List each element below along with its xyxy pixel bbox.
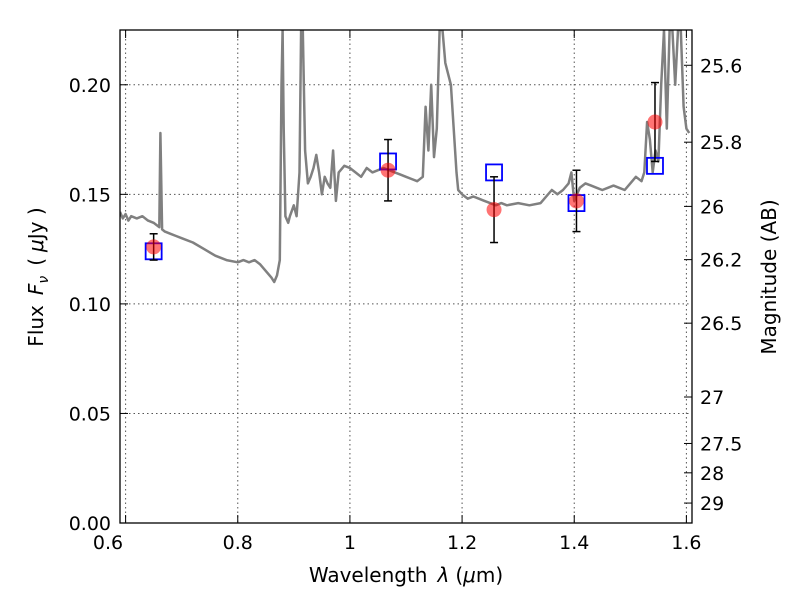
observed-flux-point xyxy=(568,193,584,209)
right-axis-label: Magnitude (AB) xyxy=(757,199,781,354)
right-axis-tick-label: 25.6 xyxy=(700,55,742,77)
observed-flux-point xyxy=(647,114,663,130)
right-axis-tick-label: 29 xyxy=(700,493,724,515)
x-axis-label: Wavelength λ (μm) xyxy=(309,563,503,587)
model-spectrum-line xyxy=(120,30,691,284)
y-tick-label: 0.00 xyxy=(69,513,111,535)
observed-flux-point xyxy=(486,202,502,218)
observed-flux-point xyxy=(380,162,396,178)
right-axis-tick-label: 25.8 xyxy=(700,132,742,154)
observed-flux-point xyxy=(146,239,162,255)
y-tick-label: 0.20 xyxy=(69,75,111,97)
right-axis-tick-label: 26 xyxy=(700,196,724,218)
x-tick-label-0.6: 0.6 xyxy=(93,532,123,554)
right-axis-tick-label: 28 xyxy=(700,463,724,485)
y-tick-label: 0.05 xyxy=(69,403,111,425)
plot-area xyxy=(120,30,691,284)
y-tick-label: 0.10 xyxy=(69,294,111,316)
right-axis-tick-label: 27 xyxy=(700,387,724,409)
right-axis-tick-label: 27.5 xyxy=(700,433,742,455)
y-tick-label: 0.15 xyxy=(69,184,111,206)
ticks: 0.8 1 1.2 1.4 1.6 0.00 0.05 0.10 0.15 0.20 25.6 25.… xyxy=(69,30,742,554)
x-tick-label: 1.4 xyxy=(559,532,589,554)
right-axis-tick-label: 26.5 xyxy=(700,313,742,335)
grid xyxy=(120,30,692,523)
y-axis-label: FluxFν(μJy ) xyxy=(24,207,52,346)
plot-frame xyxy=(119,29,693,524)
x-tick-label: 0.8 xyxy=(223,532,253,554)
right-axis-tick-label: 26.2 xyxy=(700,250,742,272)
x-tick-label: 1.6 xyxy=(671,532,701,554)
x-tick-label: 1.2 xyxy=(447,532,477,554)
x-tick-label: 1 xyxy=(344,532,356,554)
